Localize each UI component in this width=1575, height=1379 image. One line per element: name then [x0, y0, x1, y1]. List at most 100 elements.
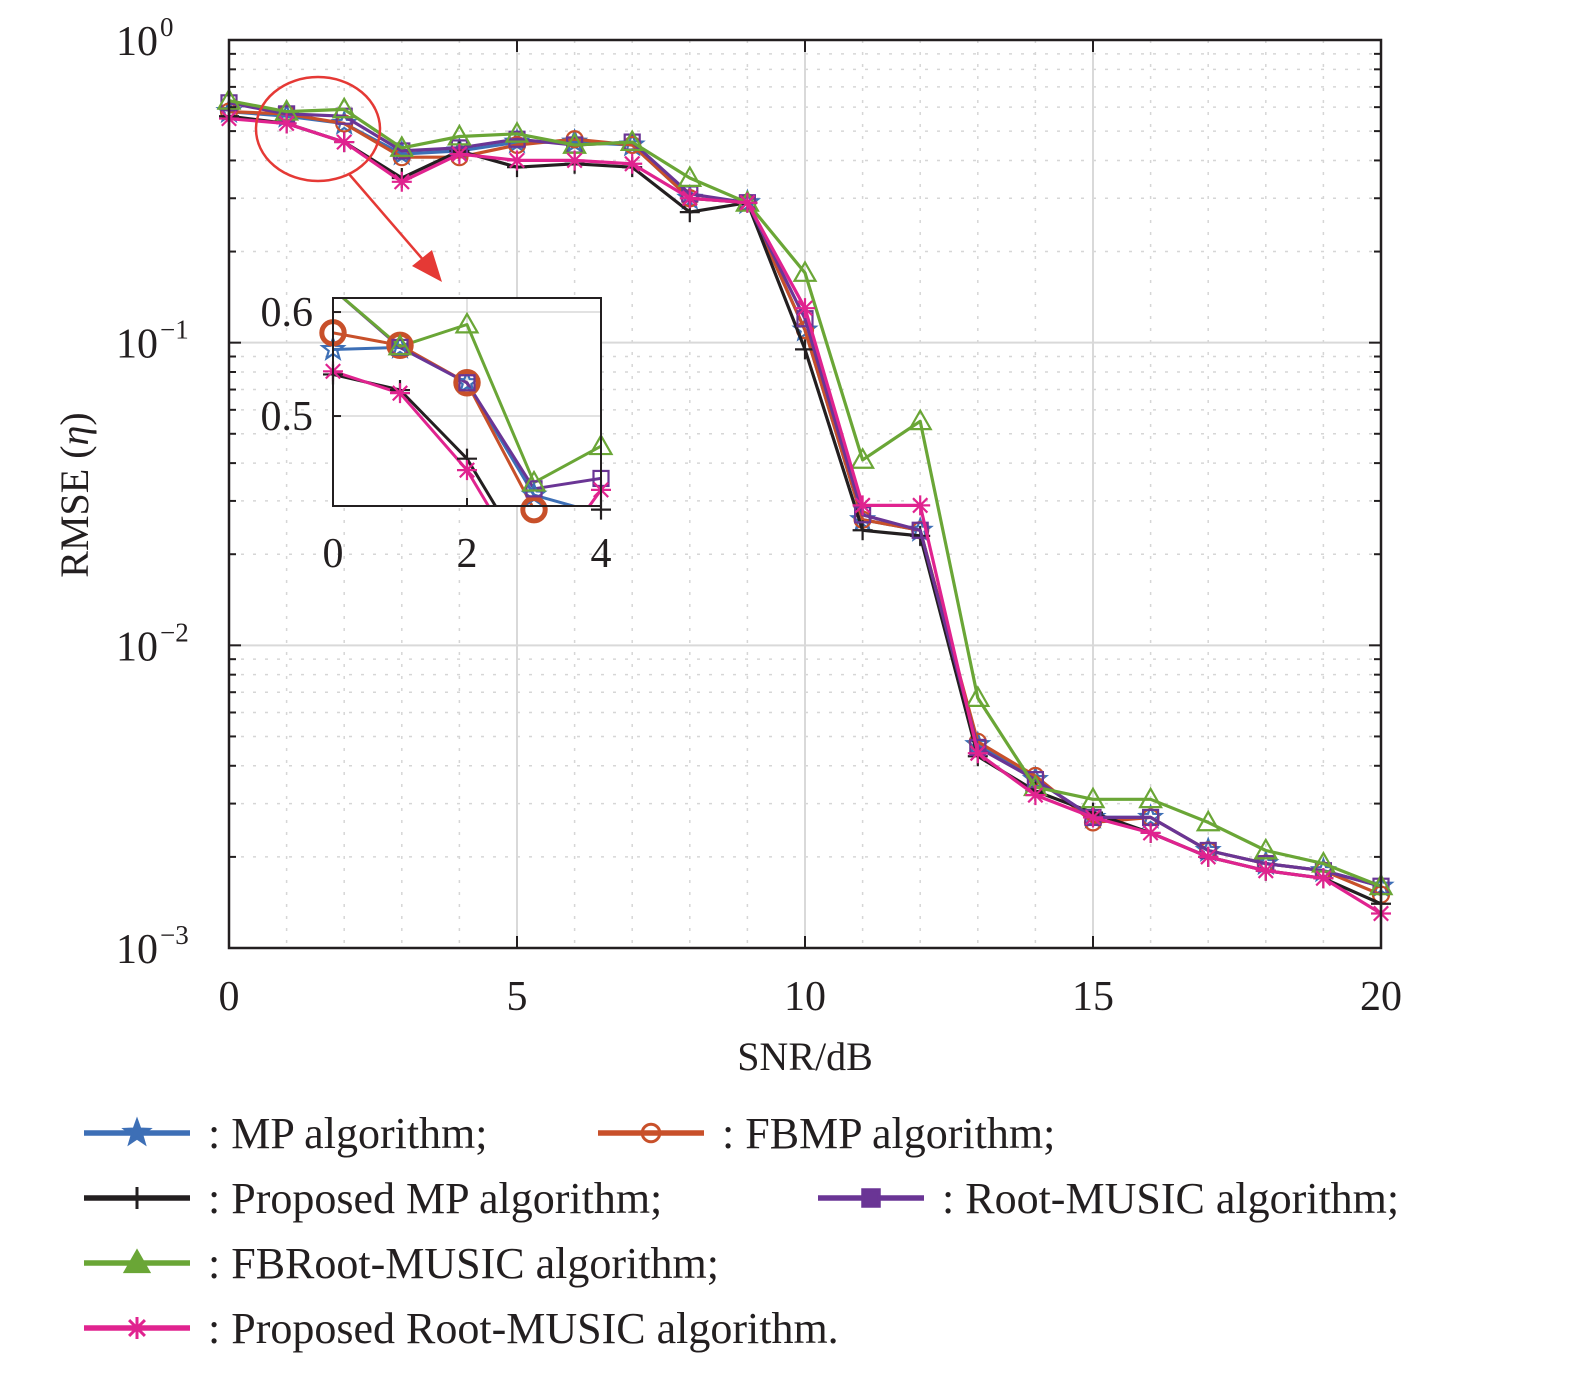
series-lines	[215, 88, 1395, 924]
circle-marker	[520, 495, 548, 524]
inset-y-tick-label: 0.5	[261, 394, 314, 440]
triangle-marker	[454, 311, 480, 334]
legend-label: : Proposed Root-MUSIC algorithm.	[208, 1304, 839, 1353]
asterisk-marker	[795, 298, 815, 319]
asterisk-marker	[737, 192, 758, 213]
triangle-marker	[387, 333, 413, 356]
square-marker	[508, 130, 526, 148]
legend-label: : Root-MUSIC algorithm;	[942, 1174, 1399, 1223]
legend-item-plus: : Proposed MP algorithm;	[84, 1174, 662, 1223]
triangle-marker	[965, 685, 991, 707]
triangle-marker	[122, 1248, 152, 1274]
asterisk-marker	[1025, 785, 1046, 806]
asterisk-marker	[1198, 846, 1219, 867]
inset-x-tick-label: 2	[457, 531, 478, 577]
triangle-marker	[677, 165, 703, 187]
y-tick-exponent: 0	[160, 12, 174, 42]
inset-series	[333, 298, 601, 506]
triangle-marker	[792, 260, 818, 282]
asterisk-marker	[390, 383, 410, 404]
x-tick-label: 20	[1360, 974, 1402, 1020]
plus-marker	[852, 520, 873, 541]
legend-item-circle: : FBMP algorithm;	[598, 1109, 1055, 1158]
x-tick-label: 5	[507, 974, 528, 1020]
square-marker	[458, 374, 476, 392]
asterisk-marker	[391, 171, 412, 192]
legend-item-square: : Root-MUSIC algorithm;	[818, 1174, 1399, 1223]
inset-x-tick-label: 0	[323, 531, 344, 577]
y-tick-label: 10	[116, 624, 158, 670]
inset-x-tick-label: 4	[591, 531, 612, 577]
y-tick-label: 10	[116, 927, 158, 973]
y-tick-exponent: −2	[160, 617, 189, 647]
triangle-marker	[1195, 809, 1221, 832]
star-marker	[121, 1116, 153, 1147]
triangle-marker	[1138, 786, 1163, 809]
zoom-ellipse	[254, 75, 382, 183]
zoom-arrow-head	[412, 250, 442, 282]
zoom-arrow-shaft	[348, 173, 426, 263]
asterisk-marker	[1255, 860, 1276, 881]
asterisk-marker	[334, 132, 355, 153]
asterisk-marker	[457, 460, 477, 481]
square-marker	[861, 1188, 881, 1208]
triangle-marker	[907, 408, 933, 431]
triangle-marker	[389, 135, 415, 157]
legend-item-asterisk: : Proposed Root-MUSIC algorithm.	[84, 1304, 839, 1353]
zoom-annotation	[254, 75, 442, 282]
legend-label: : MP algorithm;	[208, 1109, 488, 1158]
x-axis-label: SNR/dB	[737, 1034, 873, 1079]
triangle-marker	[504, 121, 530, 143]
triangle-marker	[619, 129, 645, 152]
asterisk-marker	[679, 188, 700, 209]
asterisk-marker	[967, 743, 988, 764]
x-tick-label: 0	[219, 974, 240, 1020]
triangle-marker	[331, 96, 357, 119]
series-asterisk	[219, 108, 1391, 924]
asterisk-marker	[507, 150, 527, 171]
inset-y-tick-label: 0.6	[261, 290, 314, 336]
asterisk-marker	[622, 153, 643, 174]
series-line	[228, 101, 1382, 888]
legend-label: : FBMP algorithm;	[722, 1109, 1055, 1158]
inset-series-line	[340, 298, 601, 485]
triangle-marker	[521, 469, 547, 492]
square-marker	[911, 521, 929, 539]
asterisk-marker	[564, 150, 585, 171]
circle-marker	[453, 369, 481, 397]
y-axis-label: RMSE (η)	[52, 412, 97, 577]
series-triangle	[216, 88, 1394, 896]
triangle-marker	[1253, 837, 1279, 860]
asterisk-marker	[126, 1317, 148, 1339]
asterisk-marker	[449, 144, 470, 165]
y-tick-label: 10	[116, 322, 158, 368]
asterisk-marker	[852, 495, 873, 516]
triangle-marker	[1080, 786, 1106, 809]
asterisk-marker	[1140, 822, 1161, 843]
circle-marker	[640, 1122, 662, 1144]
plus-marker	[126, 1187, 148, 1209]
asterisk-marker	[1313, 868, 1334, 889]
y-tick-label: 10	[116, 19, 158, 65]
plus-marker	[795, 339, 815, 360]
y-tick-exponent: −3	[160, 920, 189, 950]
asterisk-marker	[276, 113, 297, 134]
inset-zoom-plot: 0 2 4 0.5 0.6	[261, 290, 614, 577]
asterisk-marker	[1083, 807, 1103, 828]
legend-item-triangle: : FBRoot-MUSIC algorithm;	[84, 1239, 719, 1288]
legend: : MP algorithm; : FBMP algorithm; : Propos…	[84, 1109, 1399, 1353]
triangle-marker	[850, 447, 875, 469]
series-line	[228, 99, 1382, 888]
legend-label: : Proposed MP algorithm;	[208, 1174, 662, 1223]
x-tick-label: 15	[1072, 974, 1114, 1020]
y-tick-exponent: −1	[160, 315, 189, 345]
axis-ticks	[228, 39, 1382, 949]
legend-item-star: : MP algorithm;	[84, 1109, 488, 1158]
legend-label: : FBRoot-MUSIC algorithm;	[208, 1239, 719, 1288]
asterisk-marker	[910, 495, 931, 516]
x-tick-label: 10	[784, 974, 826, 1020]
square-marker	[525, 480, 543, 498]
